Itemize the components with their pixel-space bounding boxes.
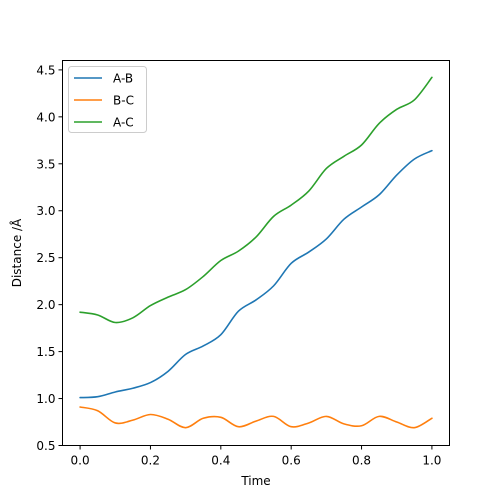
x-tick-label: 0.6 — [282, 454, 301, 468]
y-tick-label: 0.5 — [36, 439, 55, 453]
x-tick-label: 0.2 — [141, 454, 160, 468]
y-tick-label: 3.0 — [36, 204, 55, 218]
series-line-a-c — [79, 76, 433, 324]
legend-label-b-c: B-C — [113, 94, 134, 108]
y-tick-label: 1.5 — [36, 345, 55, 359]
x-axis-label: Time — [240, 474, 270, 488]
y-axis-label: Distance /Å — [9, 218, 24, 287]
series-line-b-c — [79, 406, 433, 429]
y-tick-label: 2.5 — [36, 251, 55, 265]
x-tick-label: 0.0 — [71, 454, 90, 468]
plot-frame — [62, 60, 450, 446]
x-tick-label: 0.4 — [211, 454, 230, 468]
y-tick-label: 1.0 — [36, 392, 55, 406]
series-line-a-b — [79, 149, 433, 399]
series-lines — [79, 76, 433, 429]
y-tick-label: 4.0 — [36, 110, 55, 124]
legend-label-a-c: A-C — [113, 116, 134, 130]
legend-label-a-b: A-B — [113, 72, 133, 86]
y-tick-label: 2.0 — [36, 298, 55, 312]
y-tick-label: 3.5 — [36, 157, 55, 171]
x-tick-label: 0.8 — [352, 454, 371, 468]
legend: A-B B-C A-C — [68, 66, 147, 133]
x-axis: 0.0 0.2 0.4 0.6 0.8 1.0 — [71, 445, 441, 468]
x-tick-label: 1.0 — [422, 454, 441, 468]
y-tick-label: 4.5 — [36, 63, 55, 77]
legend-box — [68, 66, 147, 133]
y-axis: 0.5 1.0 1.5 2.0 2.5 3.0 3.5 4.0 4.5 — [36, 63, 63, 453]
